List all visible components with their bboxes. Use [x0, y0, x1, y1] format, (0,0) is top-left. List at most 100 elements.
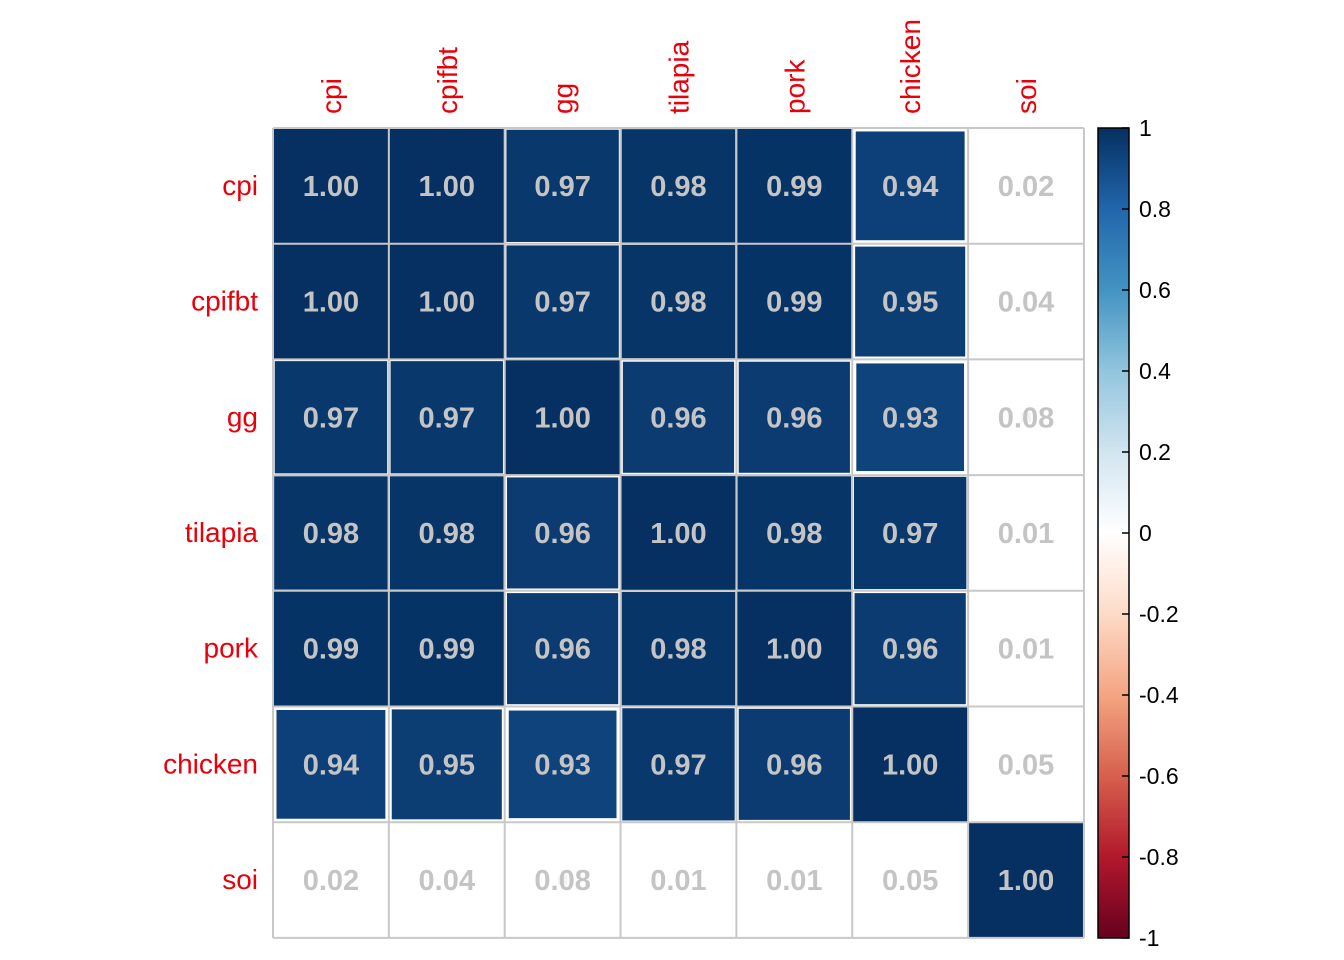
- heatmap-cell: [852, 706, 969, 823]
- colorbar-tick-label: 0.4: [1139, 358, 1171, 384]
- cell-value: 0.99: [766, 287, 822, 319]
- cell-value: 0.02: [303, 865, 359, 897]
- cell-value: 1.00: [303, 171, 359, 203]
- colorbar-tick-label: -0.4: [1139, 682, 1179, 708]
- row-label: cpi: [222, 170, 258, 201]
- heatmap-cell: [1024, 184, 1028, 188]
- row-label: gg: [227, 401, 258, 432]
- cell-value: 1.00: [650, 518, 706, 550]
- heatmap-cell: [622, 708, 735, 821]
- heatmap-cell: [621, 591, 736, 706]
- heatmap-grid: [272, 127, 1085, 939]
- cell-value: 0.97: [650, 749, 706, 781]
- cell-value: 0.99: [303, 634, 359, 666]
- colorbar-tick-label: -1: [1139, 925, 1159, 951]
- cell-value: 0.01: [650, 865, 706, 897]
- cell-value: 0.01: [998, 634, 1054, 666]
- heatmap-cell: [506, 129, 619, 242]
- heatmap-cell: [620, 475, 737, 591]
- cell-value: 1.00: [419, 171, 475, 203]
- heatmap-cell: [736, 128, 852, 244]
- heatmap-cell: [507, 477, 619, 589]
- heatmap-cell: [1023, 299, 1029, 304]
- heatmap-cell: [388, 243, 505, 360]
- heatmap-cell: [389, 591, 505, 706]
- heatmap-cell: [388, 128, 505, 244]
- heatmap-cell: [793, 879, 795, 881]
- cell-value: 0.99: [766, 171, 822, 203]
- heatmap-cell: [273, 128, 389, 244]
- heatmap-cell: [274, 476, 388, 590]
- column-label: pork: [779, 59, 810, 114]
- row-label: pork: [204, 633, 259, 664]
- colorbar-tick-label: 0: [1139, 520, 1152, 546]
- cell-value: 0.04: [998, 287, 1054, 319]
- cell-value: 0.05: [882, 865, 938, 897]
- cell-value: 0.97: [534, 287, 590, 319]
- cell-value: 1.00: [882, 749, 938, 781]
- heatmap-cell: [736, 244, 852, 359]
- cell-value: 0.98: [766, 518, 822, 550]
- heatmap-cell: [738, 361, 850, 473]
- row-label: tilapia: [185, 517, 259, 548]
- row-label: chicken: [163, 748, 258, 779]
- heatmap-cell: [1023, 761, 1029, 768]
- cell-value: 0.98: [650, 171, 706, 203]
- heatmap-cell: [855, 246, 966, 357]
- heatmap-cell: [854, 593, 966, 705]
- cell-value: 0.94: [882, 171, 938, 203]
- cell-value: 0.95: [882, 287, 938, 319]
- heatmap-cell: [390, 361, 503, 474]
- heatmap-cell: [504, 359, 621, 476]
- row-labels: cpi cpifbt gg tilapia pork chicken soi: [163, 170, 259, 895]
- cell-value: 0.96: [766, 749, 822, 781]
- cell-value: 0.05: [998, 749, 1054, 781]
- heatmap-cell: [621, 244, 736, 359]
- heatmap-cell: [391, 709, 502, 820]
- colorbar-tick-label: 1: [1139, 115, 1152, 141]
- row-label: soi: [222, 864, 258, 895]
- cell-value: 1.00: [766, 634, 822, 666]
- cell-value: 0.04: [419, 865, 475, 897]
- heatmap-cell: [907, 877, 914, 883]
- heatmap-cell: [1025, 532, 1027, 534]
- heatmap-cell: [273, 591, 389, 706]
- heatmap-cell: [1025, 648, 1027, 650]
- cell-value: 0.02: [998, 171, 1054, 203]
- cell-value: 0.97: [882, 518, 938, 550]
- colorbar-tick-label: -0.2: [1139, 601, 1179, 627]
- cell-value: 0.08: [534, 865, 590, 897]
- colorbar-tick-label: 0.2: [1139, 439, 1171, 465]
- heatmap-cell: [677, 879, 680, 881]
- cell-value: 0.97: [419, 402, 475, 434]
- heatmap-cell: [968, 822, 1084, 938]
- cell-value: 0.96: [882, 634, 938, 666]
- column-label: soi: [1011, 78, 1042, 114]
- cell-value: 0.98: [650, 287, 706, 319]
- cell-value: 0.98: [650, 634, 706, 666]
- heatmap-cell: [274, 361, 388, 474]
- cell-value: 1.00: [534, 402, 590, 434]
- heatmap-cell: [506, 245, 619, 358]
- heatmap-cell: [621, 129, 736, 243]
- heatmap-cell: [737, 476, 852, 590]
- heatmap-cells: [273, 128, 1084, 938]
- cell-value: 0.96: [766, 402, 822, 434]
- color-legend: 1 0.8 0.6 0.4 0.2 0 -0.2 -0.4 -0.6 -0.8 -1: [1097, 115, 1179, 951]
- heatmap-cell: [507, 593, 619, 705]
- cell-value: 1.00: [419, 287, 475, 319]
- cell-value: 0.98: [303, 518, 359, 550]
- cell-value: 0.98: [419, 518, 475, 550]
- column-label: gg: [548, 83, 579, 114]
- colorbar-tick-label: 0.8: [1139, 196, 1171, 222]
- heatmap-cell: [853, 476, 967, 590]
- cell-value: 0.99: [419, 634, 475, 666]
- cell-values: 1.00 1.00 0.97 0.98 0.99 0.94 0.02 1.00 1.00 0.97…: [303, 171, 1055, 897]
- heatmap-cell: [390, 476, 504, 590]
- heatmap-cell: [444, 877, 450, 883]
- heatmap-cell: [855, 131, 965, 241]
- column-label: cpi: [316, 78, 347, 114]
- cell-value: 0.08: [998, 402, 1054, 434]
- column-label: cpifbt: [432, 47, 463, 114]
- row-label: cpifbt: [191, 286, 258, 317]
